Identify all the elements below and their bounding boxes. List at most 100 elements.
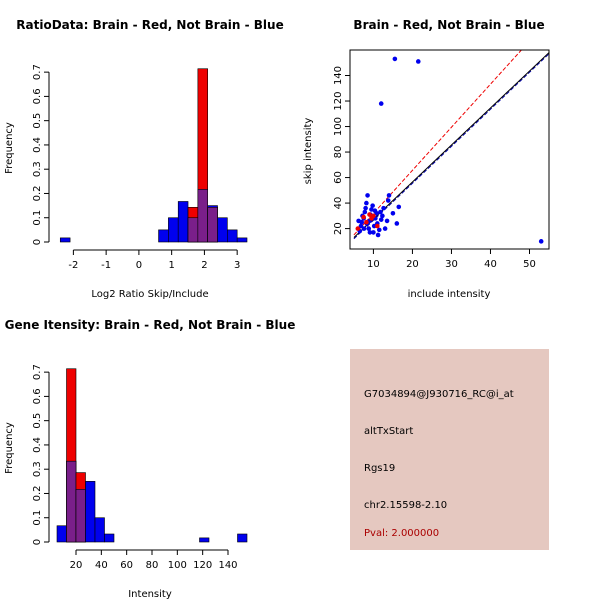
intensity-histogram-axes: 0 0.1 0.2 0.3 0.4 0.5 0.6 0.7 20 40 60 80 100 120 140 bbox=[32, 364, 238, 571]
not-brain-bar bbox=[85, 481, 96, 543]
not-brain-point bbox=[415, 59, 421, 64]
not-brain-point bbox=[380, 213, 385, 219]
x-tick-label: 60 bbox=[120, 560, 133, 571]
y-tick-label: 0.1 bbox=[32, 510, 43, 526]
not-brain-bar bbox=[158, 229, 169, 243]
brain-point bbox=[371, 213, 376, 219]
not-brain-point bbox=[361, 226, 367, 231]
y-tick-label: 0.3 bbox=[32, 461, 43, 477]
not-brain-bar bbox=[177, 201, 189, 243]
y-tick-label: 80 bbox=[333, 146, 344, 159]
not-brain-point bbox=[356, 218, 361, 224]
y-tick-label: 0 bbox=[32, 539, 43, 545]
not-brain-point bbox=[378, 217, 384, 222]
x-tick-label: -1 bbox=[101, 260, 111, 271]
not-brain-point bbox=[390, 210, 396, 216]
not-brain-point bbox=[385, 198, 391, 203]
brain-point bbox=[367, 212, 372, 217]
y-tick-label: 100 bbox=[333, 117, 344, 136]
y-tick-label: 40 bbox=[333, 197, 344, 210]
not-brain-bar bbox=[168, 217, 179, 243]
overlap-bar bbox=[75, 489, 86, 543]
y-tick-label: 20 bbox=[333, 222, 344, 235]
ratio-histogram-xlabel: Log2 Ratio Skip/Include bbox=[91, 289, 208, 300]
red-regression bbox=[353, 50, 523, 236]
not-brain-bar bbox=[227, 229, 238, 243]
overlap-bar bbox=[66, 460, 77, 543]
y-tick-label: 60 bbox=[333, 171, 344, 184]
x-tick-label: 20 bbox=[406, 259, 419, 270]
y-tick-label: 0.7 bbox=[32, 64, 43, 80]
y-tick-label: 120 bbox=[333, 91, 344, 110]
intensity-histogram-panel: Gene Itensity: Brain - Red, Not Brain - … bbox=[4, 318, 295, 600]
scatter-xlabel: include intensity bbox=[408, 289, 491, 300]
not-brain-point bbox=[367, 230, 373, 235]
pval-text: Pval: 2.000000 bbox=[364, 528, 439, 539]
not-brain-bar bbox=[94, 517, 105, 543]
not-brain-point bbox=[372, 208, 378, 214]
not-brain-bar bbox=[104, 533, 115, 543]
black-line bbox=[353, 52, 549, 238]
scatter-panel: Brain - Red, Not Brain - Blue 20 40 60 80 10… bbox=[303, 18, 550, 300]
y-tick-label: 0.4 bbox=[32, 437, 43, 453]
y-tick-label: 140 bbox=[333, 66, 344, 85]
not-brain-point bbox=[366, 226, 372, 231]
not-brain-point bbox=[381, 205, 386, 211]
y-tick-label: 0.6 bbox=[32, 88, 43, 104]
scatter-plot-area bbox=[349, 49, 550, 250]
not-brain-point bbox=[378, 209, 383, 215]
not-brain-point bbox=[386, 193, 392, 198]
x-tick-label: 40 bbox=[95, 560, 108, 571]
x-tick-label: 140 bbox=[218, 560, 237, 571]
scatter-ylabel: skip intensity bbox=[303, 118, 314, 185]
not-brain-point bbox=[363, 205, 368, 211]
ratio-histogram-panel: RatioData: Brain - Red, Not Brain - Blue… bbox=[4, 18, 284, 300]
x-tick-label: 80 bbox=[146, 560, 159, 571]
not-brain-point bbox=[384, 218, 390, 224]
x-tick-label: 3 bbox=[234, 260, 240, 271]
y-tick-label: 0 bbox=[32, 239, 43, 245]
intensity-histogram-xlabel: Intensity bbox=[128, 589, 172, 600]
brain-point bbox=[364, 219, 369, 225]
intensity-histogram-bars bbox=[56, 368, 248, 543]
x-tick-label: 40 bbox=[484, 259, 497, 270]
blue-regression bbox=[353, 53, 549, 240]
scatter-clipped-area bbox=[353, 50, 549, 244]
probe-id-text: G7034894@J930716_RC@i_at bbox=[364, 389, 514, 400]
info-box-background bbox=[350, 349, 549, 550]
y-tick-label: 0.5 bbox=[32, 113, 43, 129]
y-tick-label: 0.5 bbox=[32, 413, 43, 429]
brain-point bbox=[375, 223, 380, 229]
info-panel: G7034894@J930716_RC@i_at altTxStart Rgs1… bbox=[350, 349, 549, 550]
x-tick-label: 120 bbox=[193, 560, 212, 571]
gene-name-text: Rgs19 bbox=[364, 463, 395, 474]
y-tick-label: 0.2 bbox=[32, 186, 43, 202]
not-brain-point bbox=[362, 209, 368, 215]
not-brain-point bbox=[369, 207, 374, 212]
event-type-text: altTxStart bbox=[364, 426, 413, 437]
ratio-histogram-axes: 0 0.1 0.2 0.3 0.4 0.5 0.6 0.7 -2 -1 0 1 2 3 bbox=[32, 64, 240, 271]
not-brain-bar bbox=[56, 525, 67, 543]
not-brain-point bbox=[392, 56, 398, 62]
not-brain-point bbox=[371, 230, 376, 235]
not-brain-point bbox=[370, 203, 375, 208]
y-tick-label: 0.7 bbox=[32, 364, 43, 380]
y-tick-label: 0.1 bbox=[32, 210, 43, 226]
not-brain-point bbox=[396, 204, 402, 210]
plot-frame bbox=[349, 49, 550, 250]
x-tick-label: 2 bbox=[201, 260, 207, 271]
brain-point bbox=[361, 214, 366, 220]
x-tick-label: 1 bbox=[168, 260, 174, 271]
x-tick-label: 30 bbox=[445, 259, 458, 270]
x-tick-label: 0 bbox=[136, 260, 142, 271]
intensity-histogram-ylabel: Frequency bbox=[4, 422, 15, 474]
overlap-bar bbox=[207, 206, 218, 243]
overlap-bar bbox=[197, 189, 208, 243]
overlap-bar bbox=[187, 217, 199, 243]
not-brain-point bbox=[382, 226, 388, 231]
y-tick-label: 0.4 bbox=[32, 137, 43, 153]
not-brain-point bbox=[538, 239, 544, 244]
x-tick-label: 50 bbox=[523, 259, 536, 270]
not-brain-bar bbox=[217, 217, 228, 243]
